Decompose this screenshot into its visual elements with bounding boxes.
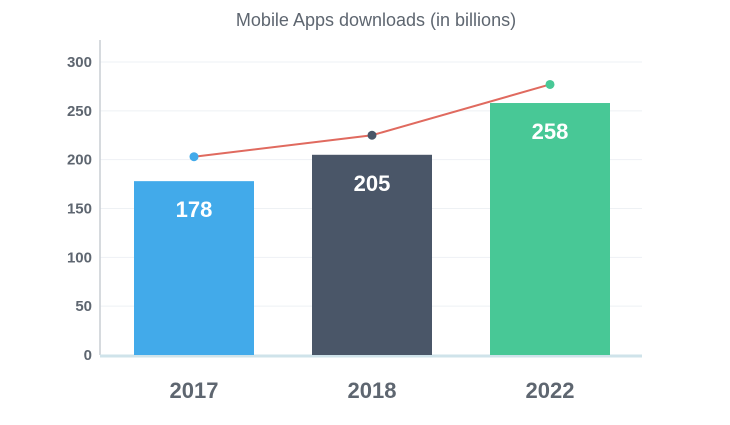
- bar-value-label: 258: [532, 119, 569, 144]
- x-tick-label: 2018: [348, 378, 397, 403]
- y-tick-label: 250: [67, 103, 92, 120]
- bar-2022: [490, 103, 610, 356]
- y-tick-label: 0: [84, 347, 92, 364]
- x-tick-label: 2022: [526, 378, 575, 403]
- trend-point: [545, 79, 555, 89]
- y-tick-label: 300: [67, 54, 92, 71]
- labels: 0 50 100 150 200 250 300 178 2017 205 2018 258 2022: [67, 54, 575, 403]
- y-tick-label: 150: [67, 201, 92, 218]
- y-tick-label: 50: [75, 298, 92, 315]
- bar-value-label: 205: [354, 171, 391, 196]
- bar-2017: [134, 181, 254, 355]
- chart-title: Mobile Apps downloads (in billions): [235, 10, 517, 30]
- x-tick-label: 2017: [170, 378, 219, 403]
- bar-value-label: 178: [176, 197, 213, 222]
- bar-2018: [312, 154, 432, 355]
- trend-line-series: [189, 79, 555, 162]
- y-tick-label: 100: [67, 249, 92, 266]
- y-tick-label: 200: [67, 152, 92, 169]
- bars: [134, 103, 610, 356]
- trend-point: [367, 130, 377, 140]
- axes: [99, 40, 642, 358]
- trend-point: [189, 152, 199, 162]
